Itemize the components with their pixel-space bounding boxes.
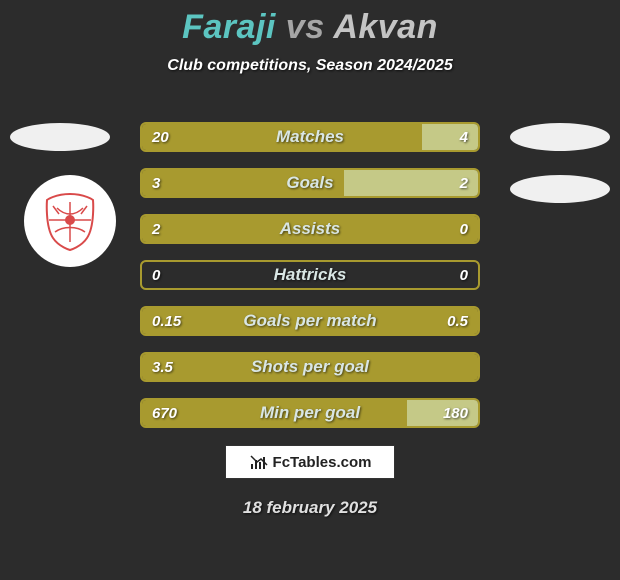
- header: Faraji vs Akvan Club competitions, Seaso…: [0, 0, 620, 75]
- stat-label: Matches: [142, 124, 478, 150]
- stat-label: Goals: [142, 170, 478, 196]
- player1-team-badge-placeholder: [10, 123, 110, 151]
- stat-row: 0.150.5Goals per match: [140, 306, 480, 336]
- stat-label: Shots per goal: [142, 354, 478, 380]
- date-text: 18 february 2025: [0, 498, 620, 518]
- stat-row: 32Goals: [140, 168, 480, 198]
- player1-club-badge: [24, 175, 116, 267]
- stat-label: Hattricks: [142, 262, 478, 288]
- player1-name: Faraji: [182, 8, 276, 46]
- subtitle: Club competitions, Season 2024/2025: [0, 57, 620, 75]
- stats-chart: 204Matches 32Goals 20Assists 00Hattricks 0.1…: [140, 122, 480, 444]
- brand-text: FcTables.com: [273, 454, 372, 471]
- player2-name: Akvan: [333, 8, 438, 46]
- club-crest-icon: [35, 186, 105, 256]
- page-title: Faraji vs Akvan: [0, 8, 620, 47]
- stat-row: 00Hattricks: [140, 260, 480, 290]
- stat-label: Goals per match: [142, 308, 478, 334]
- stat-label: Min per goal: [142, 400, 478, 426]
- player2-club-badge-placeholder: [510, 175, 610, 203]
- stat-row: 670180Min per goal: [140, 398, 480, 428]
- bar-chart-icon: [249, 452, 269, 472]
- stat-label: Assists: [142, 216, 478, 242]
- stat-row: 204Matches: [140, 122, 480, 152]
- stat-row: 20Assists: [140, 214, 480, 244]
- vs-text: vs: [286, 8, 325, 46]
- player2-team-badge-placeholder: [510, 123, 610, 151]
- stat-row: 3.5Shots per goal: [140, 352, 480, 382]
- brand-logo[interactable]: FcTables.com: [225, 445, 395, 479]
